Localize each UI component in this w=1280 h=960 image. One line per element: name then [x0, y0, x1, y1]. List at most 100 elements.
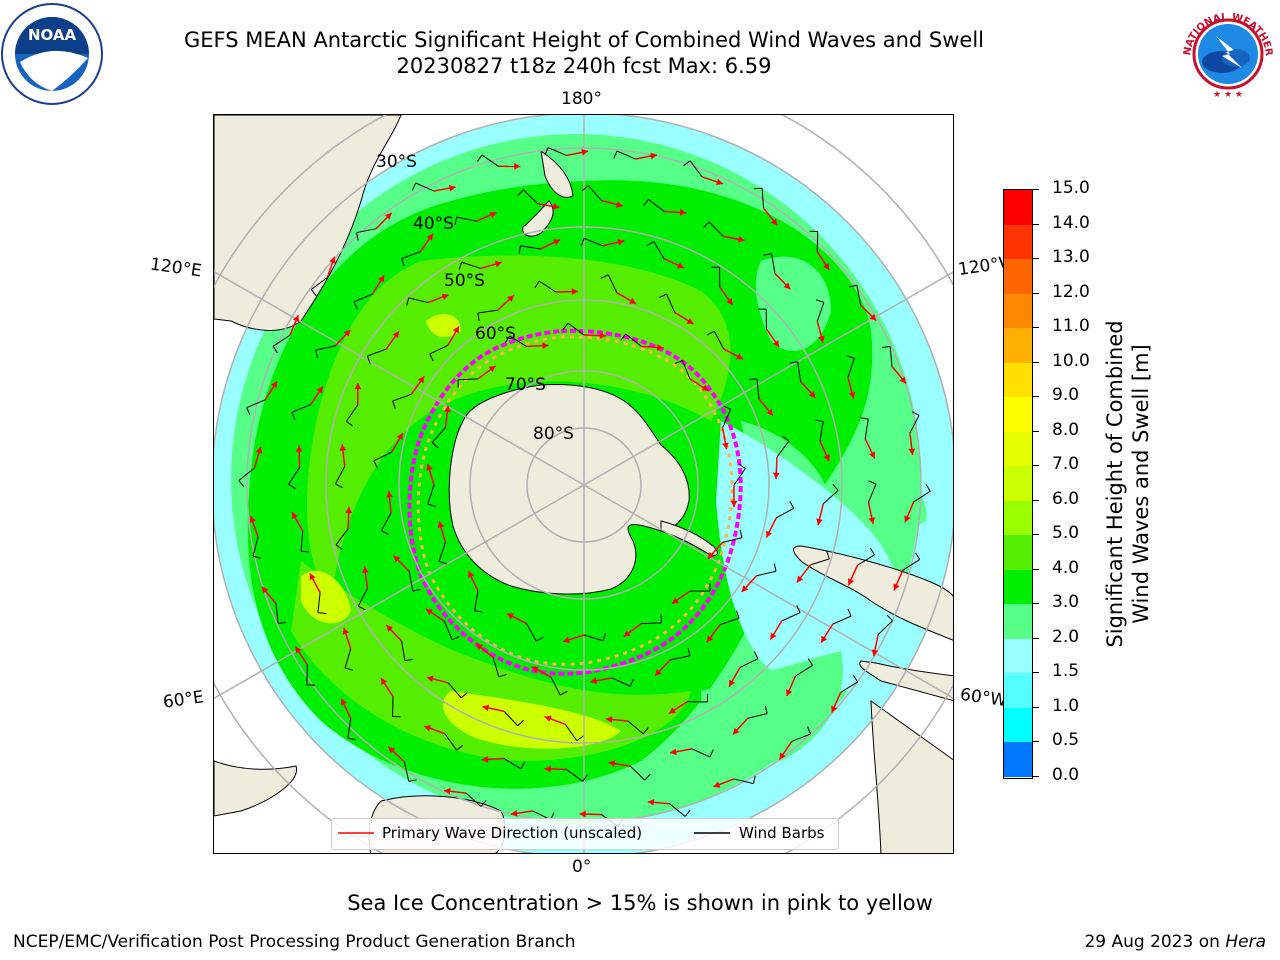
wind-barb-staff: [625, 333, 642, 347]
wind-barb-staff: [392, 393, 412, 402]
wind-barb-staff: [756, 378, 760, 399]
colorbar-tick-label: 7.0: [1052, 454, 1080, 475]
wind-barb-staff: [566, 769, 583, 782]
colorbar-label: Significant Height of Combined Wind Wave…: [1103, 320, 1153, 648]
wind-barb-staff: [857, 554, 875, 566]
wave-direction-arrowhead: [531, 666, 539, 673]
colorbar-tick-mark: [1033, 499, 1039, 501]
wave-direction-arrowhead: [482, 704, 490, 712]
wind-barb-feather: [517, 719, 524, 727]
wind-barb-feather: [373, 460, 378, 469]
wave-direction-arrowhead: [468, 571, 475, 579]
wind-barb-feather: [659, 293, 667, 298]
wave-direction-arrowhead: [730, 500, 738, 507]
noaa-logo: NOAA: [1, 3, 103, 105]
svg-text:★ ★ ★: ★ ★ ★: [1213, 90, 1243, 100]
wind-barb-feather: [816, 299, 825, 303]
legend-wind-barbs: Wind Barbs: [739, 824, 825, 842]
colorbar-tick-mark: [1033, 189, 1039, 190]
wave-direction-arrowhead: [796, 575, 804, 583]
wave-direction-arrowhead: [823, 454, 830, 462]
wind-barb-feather: [582, 774, 588, 782]
wind-barb-staff: [380, 512, 392, 531]
wind-barb-staff: [373, 451, 393, 462]
wind-barb-feather: [860, 417, 869, 420]
wind-barb-feather: [408, 779, 417, 782]
wave-direction-arrowhead: [590, 677, 597, 685]
nws-logo: NATIONAL WEATHER SERVICE ★ ★ ★: [1176, 2, 1278, 104]
wave-direction-arrowhead: [354, 382, 362, 390]
wind-barb-staff: [438, 542, 446, 562]
wave-direction-arrowhead: [605, 716, 613, 723]
wave-direction-arrowhead: [571, 288, 578, 295]
antarctica-land: [448, 384, 690, 595]
wave-direction-arrowhead: [670, 748, 677, 756]
wind-barb-staff: [708, 221, 724, 237]
wind-barb-staff: [415, 182, 435, 192]
wind-barb-staff: [401, 640, 406, 661]
wind-barb-staff: [797, 361, 802, 382]
colorbar-segment: [1004, 604, 1032, 640]
wind-barb-staff: [465, 792, 482, 807]
wind-barb-feather: [544, 147, 549, 156]
colorbar-tick-mark: [1033, 706, 1039, 708]
wind-barb-feather: [476, 154, 483, 162]
wave-direction-arrowhead: [316, 386, 323, 394]
wind-barb-feather: [411, 182, 417, 191]
wave-direction-arrowhead: [818, 335, 825, 343]
colorbar-tick-label: 13.0: [1052, 247, 1090, 268]
wind-barb-staff: [756, 570, 777, 577]
wind-barb-staff: [401, 251, 421, 260]
wave-direction-arrowhead: [677, 262, 685, 269]
wind-barb-staff: [547, 147, 567, 156]
wind-barb-staff: [474, 590, 479, 611]
colorbar-tick-mark: [1033, 292, 1039, 294]
wave-direction-arrowhead: [766, 530, 773, 538]
wind-barb-feather: [520, 761, 526, 770]
wind-barb-feather: [480, 800, 487, 807]
africa-land: [214, 760, 297, 817]
colorbar-tick-label: 5.0: [1052, 523, 1080, 544]
wind-barb-feather: [644, 773, 651, 781]
wave-direction-arrowhead: [542, 342, 549, 350]
colorbar-tick-mark: [1033, 396, 1039, 398]
wind-barb-staff: [252, 536, 259, 557]
wind-barb-feather: [826, 551, 830, 560]
wave-direction-arrowhead: [623, 630, 631, 637]
wave-direction-arrowhead: [506, 613, 514, 620]
wave-direction-arrowhead: [786, 689, 793, 697]
wind-barb-staff: [771, 253, 776, 274]
colorbar-segment: [1004, 638, 1032, 674]
wind-barb-feather: [723, 405, 731, 410]
wind-barb-feather: [366, 355, 371, 364]
wind-barb-feather: [683, 160, 691, 167]
wave-direction-arrowhead: [741, 585, 749, 592]
wave-direction-arrowhead: [848, 391, 856, 399]
wind-barb-staff: [492, 657, 500, 677]
wind-barb-staff: [781, 612, 801, 622]
wind-barb-staff: [238, 467, 255, 481]
wind-barb-feather: [852, 674, 859, 683]
wave-direction-arrowhead: [716, 178, 723, 186]
wind-barb-feather: [752, 775, 756, 784]
wave-direction-arrowhead: [441, 293, 449, 301]
colorbar-tick-label: 11.0: [1052, 316, 1090, 337]
wind-barb-feather: [406, 297, 410, 306]
wind-barb-staff: [791, 733, 811, 742]
wave-direction-arrowhead: [392, 331, 399, 339]
wave-direction-arrowhead: [553, 239, 561, 246]
wave-direction-arrowhead: [816, 518, 823, 526]
wave-direction-arrowhead: [707, 551, 715, 559]
wind-barb-staff: [403, 761, 410, 782]
wave-direction-arrowhead: [510, 810, 518, 817]
colorbar-segment: [1004, 431, 1032, 467]
wind-barb-staff: [477, 309, 498, 314]
wind-barb-feather: [674, 360, 683, 365]
wind-barb-feather: [763, 253, 772, 256]
wave-direction-arrowhead: [386, 491, 393, 498]
colorbar-tick-label: 1.5: [1052, 661, 1080, 682]
wind-barb-feather: [773, 563, 777, 572]
wind-barb-feather: [335, 483, 343, 489]
wind-barb-staff: [691, 748, 711, 758]
wind-barb-staff: [522, 189, 539, 205]
